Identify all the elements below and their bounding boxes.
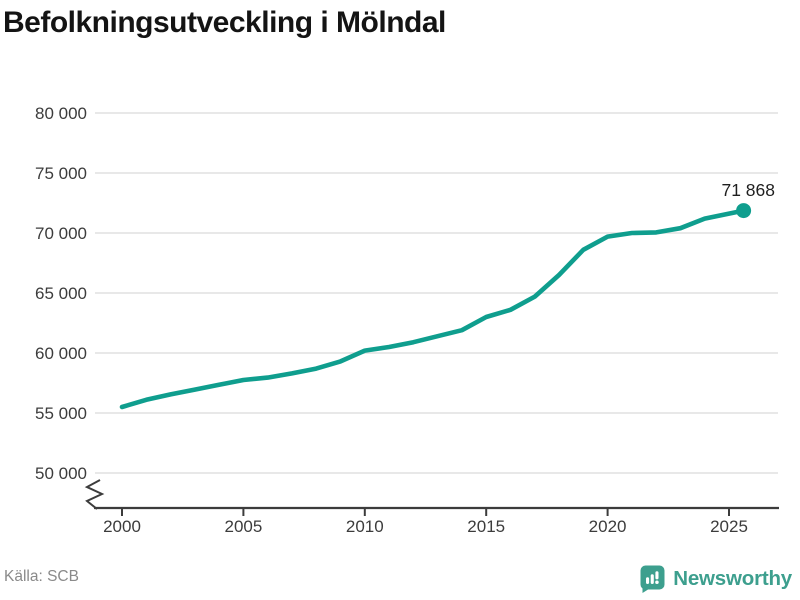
end-point-dot xyxy=(736,203,752,219)
source-label: Källa: SCB xyxy=(4,568,79,585)
y-tick-label: 75 000 xyxy=(35,164,87,183)
x-axis: 2000 2005 2010 2015 2020 2025 xyxy=(84,479,779,536)
y-tick-label: 55 000 xyxy=(35,404,87,423)
series-layer: 71 868 xyxy=(119,180,775,410)
y-tick-label: 70 000 xyxy=(35,224,87,243)
x-tick-label: 2000 xyxy=(103,517,141,536)
x-tick-label: 2020 xyxy=(589,517,627,536)
bar-chart-bar-1 xyxy=(646,577,650,584)
x-tick-label: 2005 xyxy=(224,517,262,536)
x-tick-label: 2015 xyxy=(467,517,505,536)
y-tick-label: 80 000 xyxy=(35,104,87,123)
population-series-line xyxy=(119,208,746,410)
axis-break-icon xyxy=(84,479,105,510)
bar-chart-bar-2 xyxy=(650,574,655,584)
y-axis-tick-labels: 80 000 75 000 70 000 65 000 60 000 55 000 50 0… xyxy=(35,104,87,483)
newsworthy-logo-text: Newsworthy xyxy=(673,567,792,590)
speech-bubble-tail xyxy=(642,584,653,593)
newsworthy-logo-icon xyxy=(640,565,665,593)
page-title: Befolkningsutveckling i Mölndal xyxy=(3,6,446,39)
newsworthy-logo[interactable]: Newsworthy xyxy=(639,564,792,594)
y-tick-label: 60 000 xyxy=(35,344,87,363)
exclamation-dot xyxy=(655,580,659,585)
end-value-label: 71 868 xyxy=(721,180,775,200)
exclamation-bar xyxy=(655,571,659,580)
x-tick-label: 2025 xyxy=(710,517,748,536)
y-tick-label: 50 000 xyxy=(35,464,87,483)
x-tick-label: 2010 xyxy=(346,517,384,536)
gridlines-layer xyxy=(95,112,778,474)
y-tick-label: 65 000 xyxy=(35,284,87,303)
